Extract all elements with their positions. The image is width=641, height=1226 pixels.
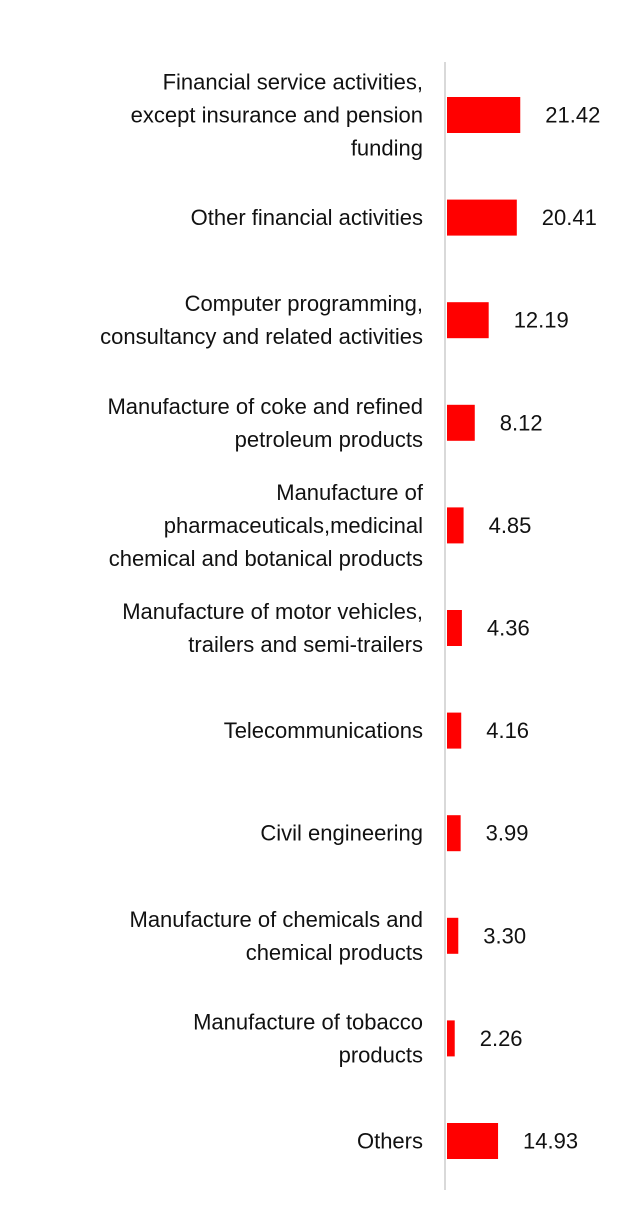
bar <box>447 97 521 133</box>
value-label: 12.19 <box>514 308 569 333</box>
value-label: 4.16 <box>486 718 529 743</box>
value-label: 2.26 <box>480 1026 523 1051</box>
value-label: 3.30 <box>483 923 526 948</box>
bar <box>447 610 462 646</box>
category-label: Manufacture of tobacco products <box>193 1009 423 1067</box>
bar <box>447 302 489 339</box>
bar <box>447 712 462 749</box>
category-label: Manufacture of coke and refined petroleum… <box>107 394 423 452</box>
bar <box>447 1123 499 1159</box>
category-label: Manufacture of chemicals and chemical pro… <box>130 907 424 965</box>
category-label: Manufacture of motor vehicles, trailers a… <box>122 599 423 657</box>
category-labels-layer: Financial service activities, except insu… <box>100 70 424 1154</box>
bars-layer <box>447 97 521 1159</box>
bar <box>447 917 459 954</box>
value-labels-layer: 21.42 20.41 12.19 8.12 4.85 4.36 4.16 3.99 3.30 2… <box>480 103 601 1154</box>
category-label: Others <box>357 1129 423 1154</box>
category-label: Other financial activities <box>191 205 423 230</box>
bar <box>447 507 464 544</box>
value-label: 8.12 <box>500 410 543 435</box>
value-label: 14.93 <box>523 1129 578 1154</box>
category-label: Computer programming, consultancy and rel… <box>100 291 423 349</box>
value-label: 4.36 <box>487 616 530 641</box>
category-label: Manufacture of pharmaceuticals,medicinal c… <box>109 480 424 571</box>
category-label: Telecommunications <box>224 718 423 743</box>
value-label: 20.41 <box>542 205 597 230</box>
bar <box>447 199 517 236</box>
value-label: 3.99 <box>486 821 529 846</box>
category-label: Civil engineering <box>260 821 423 846</box>
value-label: 21.42 <box>545 103 600 128</box>
bar <box>447 404 475 441</box>
category-label: Financial service activities, except insu… <box>131 70 423 161</box>
bar <box>447 815 461 852</box>
bar <box>447 1020 455 1057</box>
value-label: 4.85 <box>489 513 532 538</box>
